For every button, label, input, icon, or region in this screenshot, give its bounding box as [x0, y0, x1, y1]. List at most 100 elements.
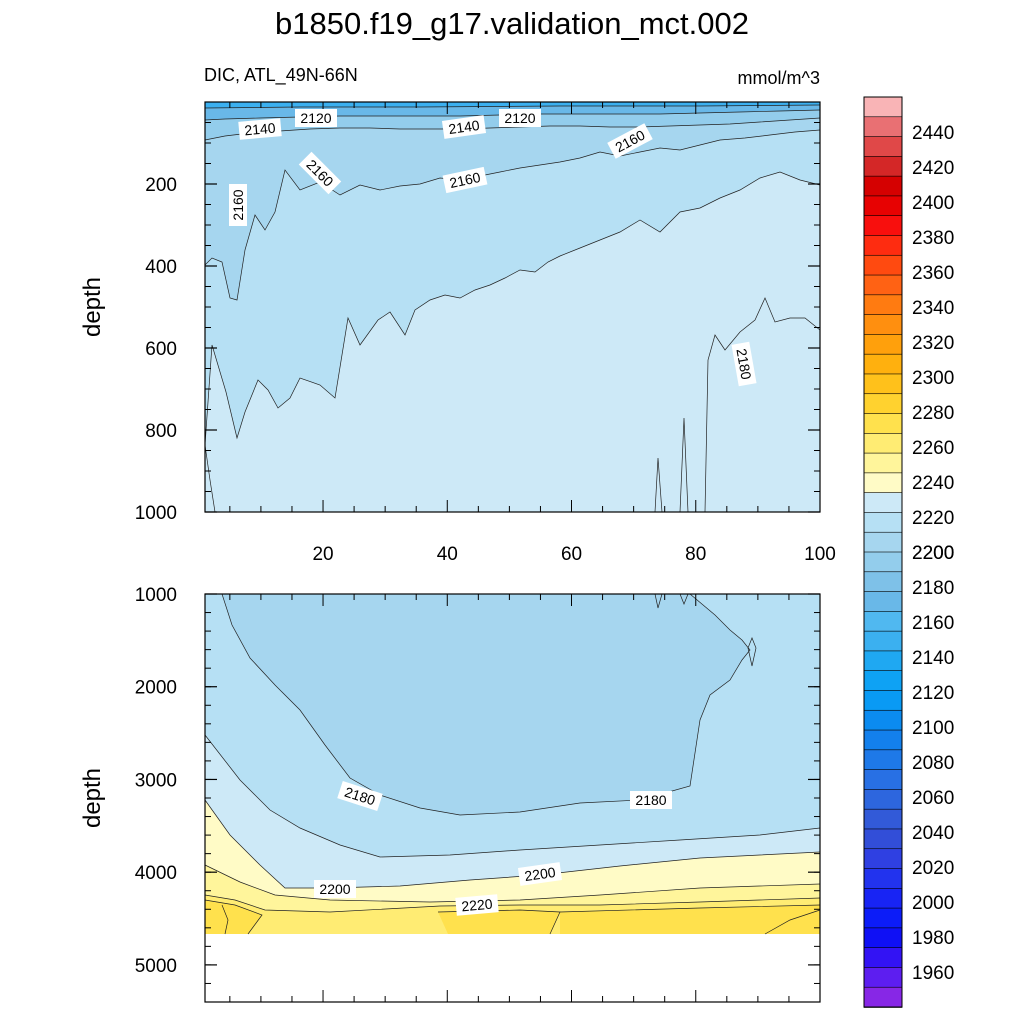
colorbar-box [863, 314, 903, 336]
lower-contour-label: 2180 [635, 792, 666, 808]
upper-contour-label: 2140 [447, 117, 480, 137]
colorbar-box [863, 551, 903, 573]
lower-contour-2260-east [559, 904, 821, 913]
lower-contour-label-bg [517, 862, 563, 886]
colorbar-label: 2220 [912, 508, 954, 529]
colorbar-label: 2160 [912, 613, 954, 634]
upper-contour-label-bg [442, 166, 488, 194]
lower-ytick-label: 5000 [135, 956, 177, 977]
colorbar-box [863, 393, 903, 415]
colorbar-box [863, 630, 903, 652]
colorbar-box [863, 136, 903, 158]
colorbar-box [863, 888, 903, 909]
colorbar-frame [863, 96, 903, 1008]
upper-xtick-label: 40 [437, 544, 458, 565]
upper-contour-2180-west [204, 444, 216, 513]
colorbar-box [863, 96, 903, 118]
lower-contour-lines [204, 593, 821, 935]
upper-ytick-label: 1000 [135, 503, 177, 524]
lower-ytick-label: 1000 [135, 585, 177, 606]
upper-fill-2140-2160 [205, 102, 820, 300]
upper-fill-2160-2180 [205, 102, 820, 445]
colorbar-box [863, 729, 903, 751]
units-label: mmol/m^3 [738, 68, 820, 88]
lower-contour-2240 [204, 894, 821, 913]
lower-contour-label-bg [630, 791, 672, 809]
upper-contour-label-bg [229, 184, 247, 226]
upper-contour-2140 [204, 117, 821, 141]
upper-panel [204, 101, 821, 513]
colorbar-label: 2060 [912, 788, 954, 809]
colorbar-label: 2020 [912, 858, 954, 879]
lower-contour-2180 [221, 593, 751, 816]
upper-contour-label-bg [607, 123, 653, 159]
upper-ytick-label: 400 [145, 257, 177, 278]
colorbar-box [863, 947, 903, 969]
colorbar-box [863, 848, 903, 870]
upper-contour-label-bg [441, 115, 487, 139]
colorbar-box [863, 156, 903, 177]
upper-contour-label-bg [731, 341, 757, 387]
colorbar-box [863, 492, 903, 514]
colorbar-box [863, 907, 903, 929]
colorbar-box [863, 670, 903, 692]
lower-ytick-label: 4000 [135, 863, 177, 884]
colorbar-box [863, 749, 903, 771]
colorbar-label: 2320 [912, 333, 954, 354]
lower-contour-label: 2220 [461, 896, 494, 915]
colorbar-box [863, 116, 903, 138]
colorbar-box [863, 650, 903, 672]
colorbar-label: 2260 [912, 438, 954, 459]
colorbar-label: 2440 [912, 123, 954, 144]
upper-contour-label: 2160 [448, 169, 482, 191]
colorbar-box [863, 433, 903, 454]
upper-contour-2180 [204, 171, 821, 446]
colorbar-label: 2000 [912, 893, 954, 914]
upper-contour-label-bg [295, 109, 337, 127]
lower-ytick-label: 3000 [135, 770, 177, 791]
upper-contour-label-bg [238, 118, 282, 140]
colorbar-box [863, 215, 903, 237]
lower-contour-label-bg [337, 780, 383, 812]
colorbar-box [863, 868, 903, 890]
lower-contour-label-bg [314, 880, 356, 898]
upper-contour-label: 2180 [733, 347, 754, 381]
upper-contour-label: 2140 [244, 120, 277, 139]
lower-panel [204, 593, 821, 1003]
upper-xtick-label: 80 [685, 544, 706, 565]
colorbar-box [863, 690, 903, 712]
lower-contour-bottom-east [764, 909, 821, 935]
colorbar-box [863, 175, 903, 197]
colorbar-box [863, 512, 903, 534]
lower-ytick-label: 2000 [135, 678, 177, 699]
lower-contour-2200a [204, 734, 821, 858]
upper-ylabel: depth [79, 277, 106, 337]
colorbar-box [863, 611, 903, 632]
colorbar-label: 2360 [912, 263, 954, 284]
upper-contour-2180-east [704, 297, 821, 513]
colorbar-box [863, 254, 903, 276]
colorbar-label: 2340 [912, 298, 954, 319]
lower-contour-label: 2200 [523, 864, 556, 884]
colorbar-label: 2240 [912, 473, 954, 494]
colorbar-label: 2280 [912, 403, 954, 424]
upper-ytick-label: 800 [145, 421, 177, 442]
colorbar-box [863, 195, 903, 217]
chart-title: b1850.f19_g17.validation_mct.002 [275, 6, 749, 41]
colorbar-box [863, 769, 903, 791]
field-label: DIC, ATL_49N-66N [204, 65, 358, 86]
colorbar-box [863, 789, 903, 810]
colorbar-box [863, 334, 903, 355]
colorbar-box [863, 808, 903, 830]
colorbar-box [863, 828, 903, 850]
colorbar-label: 2140 [912, 648, 954, 669]
colorbar-box [863, 373, 903, 395]
colorbar-label-2200: 2200 [912, 543, 954, 564]
upper-fill-top [205, 102, 820, 108]
upper-contour-label: 2120 [300, 110, 331, 126]
colorbar-label: 2120 [912, 683, 954, 704]
lower-fill-high-center [438, 910, 560, 934]
colorbar-box [863, 591, 903, 613]
colorbar-box [863, 413, 903, 435]
